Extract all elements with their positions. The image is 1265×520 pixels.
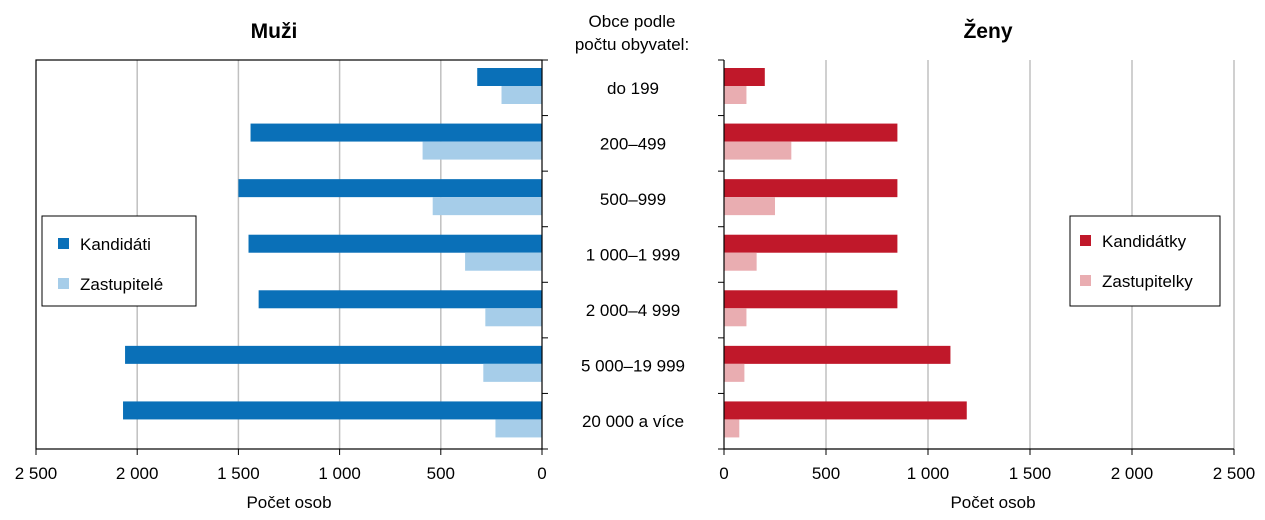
legend-swatch-kandidati <box>58 238 69 249</box>
category-label: 1 000–1 999 <box>586 246 681 265</box>
bar-zastupitelky-500–999 <box>724 197 775 216</box>
legend-label-kandidatky: Kandidátky <box>1102 232 1187 251</box>
bar-zastupitelky-2-000–4-999 <box>724 308 747 327</box>
men-x-tick-label: 2 000 <box>116 464 159 483</box>
women-x-tick-label: 2 000 <box>1111 464 1154 483</box>
bar-zastupitelky-1-000–1-999 <box>724 252 757 271</box>
bar-zastupitelky-200–499 <box>724 141 792 160</box>
men-plot-frame <box>35 59 543 450</box>
legend-label-zastupitelky: Zastupitelky <box>1102 272 1193 291</box>
category-label: 20 000 a více <box>582 412 684 431</box>
bar-zastupitelé-500–999 <box>432 197 542 216</box>
legend-label-kandidati: Kandidáti <box>80 235 151 254</box>
bar-zastupitelé-do-199 <box>501 86 542 104</box>
bar-kandidáti-2-000–4-999 <box>258 290 542 309</box>
men-x-tick-label: 1 000 <box>318 464 361 483</box>
bar-kandidátky-2-000–4-999 <box>724 290 898 309</box>
bar-zastupitelky-5-000–19-999 <box>724 363 745 382</box>
legend-swatch-zastupitelky <box>1080 275 1091 286</box>
bar-kandidáti-500–999 <box>238 179 542 198</box>
men-x-axis-label: Počet osob <box>246 493 331 512</box>
bar-zastupitelé-5-000–19-999 <box>483 363 542 382</box>
bar-kandidátky-200–499 <box>724 123 898 142</box>
legend-swatch-kandidatky <box>1080 235 1091 246</box>
women-x-tick-label: 0 <box>719 464 728 483</box>
bar-zastupitelé-20-000-a-více <box>495 419 542 438</box>
men-chart-panel: Muži 2 500 2 000 1 500 1 000 500 0 Počet osob… <box>15 20 548 512</box>
men-bars <box>123 68 543 438</box>
women-x-tick-label: 500 <box>812 464 840 483</box>
men-legend: Kandidáti Zastupitelé <box>41 215 197 307</box>
category-labels: do 199 200–499 500–999 1 000–1 999 2 000–4 9… <box>581 79 685 431</box>
men-x-tick-label: 500 <box>427 464 455 483</box>
bar-kandidáti-20-000-a-více <box>123 401 543 420</box>
women-x-tick-label: 1 000 <box>907 464 950 483</box>
bar-kandidáti-5-000–19-999 <box>125 345 542 364</box>
women-legend-box <box>1069 215 1221 307</box>
category-label: 2 000–4 999 <box>586 301 681 320</box>
women-bars <box>724 68 967 438</box>
center-header-line2: počtu obyvatel: <box>575 35 689 54</box>
category-label: 5 000–19 999 <box>581 357 685 376</box>
bar-kandidátky-5-000–19-999 <box>724 345 951 364</box>
bar-kandidáti-do-199 <box>477 68 542 86</box>
women-chart-title: Ženy <box>963 19 1012 43</box>
bar-kandidátky-1-000–1-999 <box>724 234 898 253</box>
men-legend-box <box>41 215 197 307</box>
men-axis-ticks: 2 500 2 000 1 500 1 000 500 0 <box>15 59 548 483</box>
women-legend: Kandidátky Zastupitelky <box>1069 215 1221 307</box>
women-axis-ticks: 0 500 1 000 1 500 2 000 2 500 <box>718 59 1256 483</box>
women-x-tick-label: 2 500 <box>1213 464 1256 483</box>
bar-zastupitelé-200–499 <box>422 141 542 160</box>
bar-kandidátky-do-199 <box>724 68 765 86</box>
bar-zastupitelé-2-000–4-999 <box>485 308 542 327</box>
men-chart-title: Muži <box>251 20 298 43</box>
category-label: do 199 <box>607 79 659 98</box>
women-chart-panel: Ženy 0 500 1 000 1 500 2 000 2 500 Počet osob… <box>718 19 1255 512</box>
legend-swatch-zastupitele <box>58 278 69 289</box>
bar-kandidáti-1-000–1-999 <box>248 234 542 253</box>
men-x-tick-label: 2 500 <box>15 464 58 483</box>
bar-kandidátky-20-000-a-více <box>724 401 967 420</box>
legend-label-zastupitele: Zastupitelé <box>80 275 163 294</box>
men-x-tick-label: 0 <box>537 464 546 483</box>
men-x-tick-label: 1 500 <box>217 464 260 483</box>
bar-zastupitelky-do-199 <box>724 86 747 104</box>
bar-zastupitelé-1-000–1-999 <box>465 252 542 271</box>
center-header-line1: Obce podle <box>589 12 676 31</box>
bar-kandidáti-200–499 <box>250 123 542 142</box>
category-label: 500–999 <box>600 190 666 209</box>
bar-kandidátky-500–999 <box>724 179 898 198</box>
bar-zastupitelky-20-000-a-více <box>724 419 740 438</box>
category-label: 200–499 <box>600 134 666 153</box>
women-x-tick-label: 1 500 <box>1009 464 1052 483</box>
women-x-axis-label: Počet osob <box>950 493 1035 512</box>
